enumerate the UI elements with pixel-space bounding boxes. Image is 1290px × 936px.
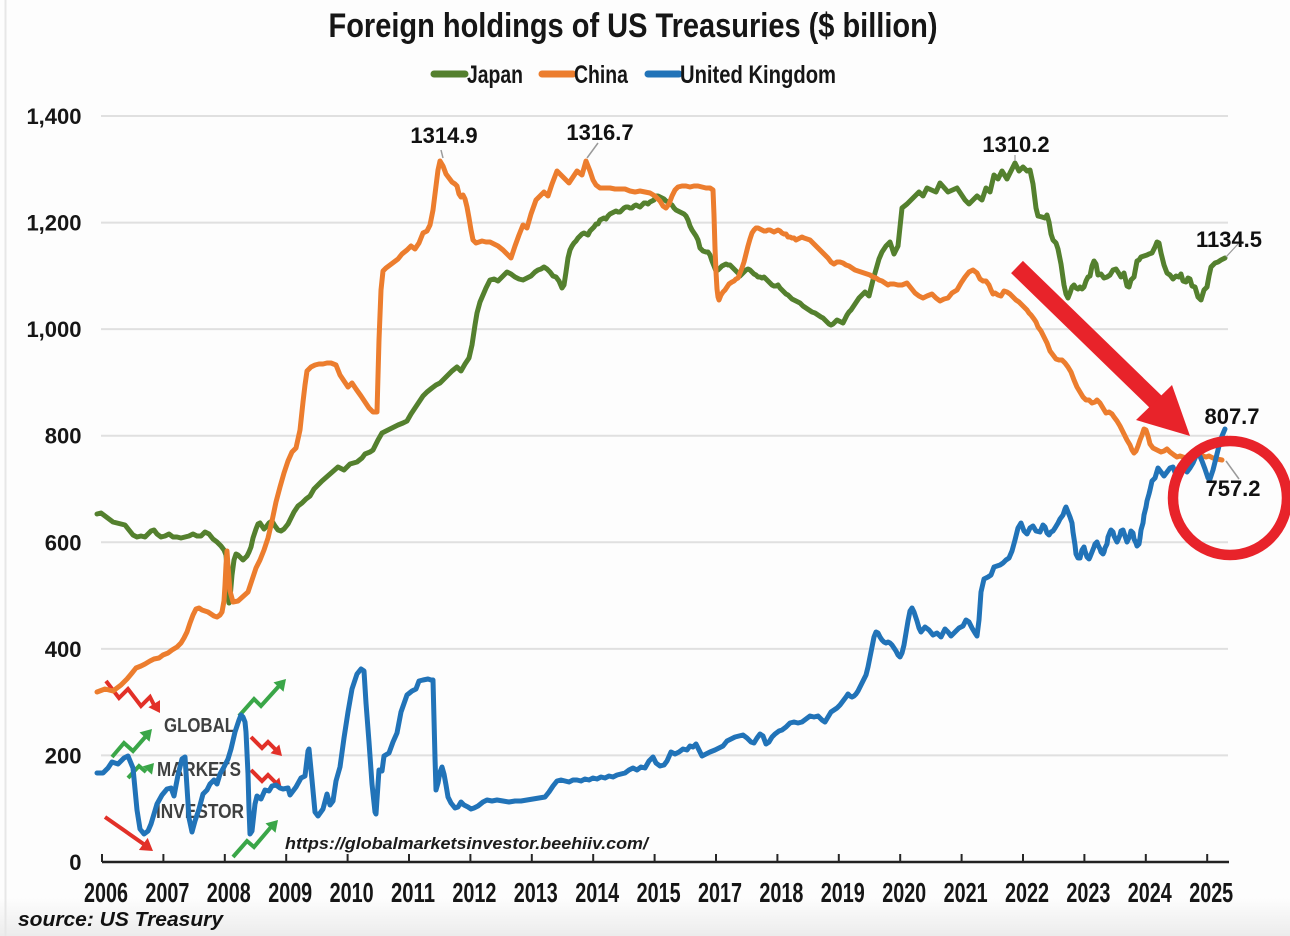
svg-text:2021: 2021: [944, 877, 988, 908]
svg-text:Japan: Japan: [467, 61, 523, 89]
svg-text:source: US Treasury: source: US Treasury: [18, 908, 225, 931]
svg-text:2019: 2019: [821, 877, 865, 908]
svg-text:2015: 2015: [637, 877, 681, 908]
svg-text:807.7: 807.7: [1204, 404, 1259, 429]
svg-text:800: 800: [45, 424, 82, 449]
svg-text:Foreign holdings of US Treasur: Foreign holdings of US Treasuries ($ bil…: [329, 7, 938, 45]
svg-text:2009: 2009: [268, 877, 312, 908]
svg-text:400: 400: [45, 637, 82, 662]
svg-text:2025: 2025: [1189, 877, 1233, 908]
svg-text:0: 0: [69, 850, 81, 875]
svg-text:2007: 2007: [145, 877, 189, 908]
svg-text:2014: 2014: [575, 877, 619, 908]
svg-text:GLOBAL: GLOBAL: [164, 715, 235, 737]
svg-text:1134.5: 1134.5: [1196, 227, 1262, 252]
svg-text:1310.2: 1310.2: [982, 132, 1049, 157]
svg-text:1316.7: 1316.7: [566, 120, 633, 145]
svg-text:2010: 2010: [330, 877, 374, 908]
svg-text:2006: 2006: [84, 877, 128, 908]
svg-text:1,000: 1,000: [26, 317, 81, 342]
svg-text:2024: 2024: [1128, 877, 1172, 908]
svg-text:1314.9: 1314.9: [410, 123, 477, 148]
svg-text:1,400: 1,400: [26, 104, 81, 129]
svg-text:1,200: 1,200: [26, 211, 81, 236]
svg-text:2022: 2022: [1005, 877, 1049, 908]
svg-text:United Kingdom: United Kingdom: [680, 61, 836, 89]
svg-text:2020: 2020: [882, 877, 926, 908]
svg-text:757.2: 757.2: [1205, 476, 1260, 501]
svg-text:2018: 2018: [759, 877, 803, 908]
svg-text:2011: 2011: [391, 877, 435, 908]
svg-text:https://globalmarketsinvestor.: https://globalmarketsinvestor.beehiiv.co…: [285, 834, 650, 853]
svg-text:2008: 2008: [207, 877, 251, 908]
svg-text:2023: 2023: [1066, 877, 1110, 908]
svg-text:China: China: [574, 61, 629, 89]
svg-text:2017: 2017: [698, 877, 742, 908]
svg-text:2012: 2012: [452, 877, 496, 908]
svg-text:2013: 2013: [514, 877, 558, 908]
svg-text:600: 600: [45, 530, 82, 555]
svg-text:200: 200: [45, 743, 82, 768]
